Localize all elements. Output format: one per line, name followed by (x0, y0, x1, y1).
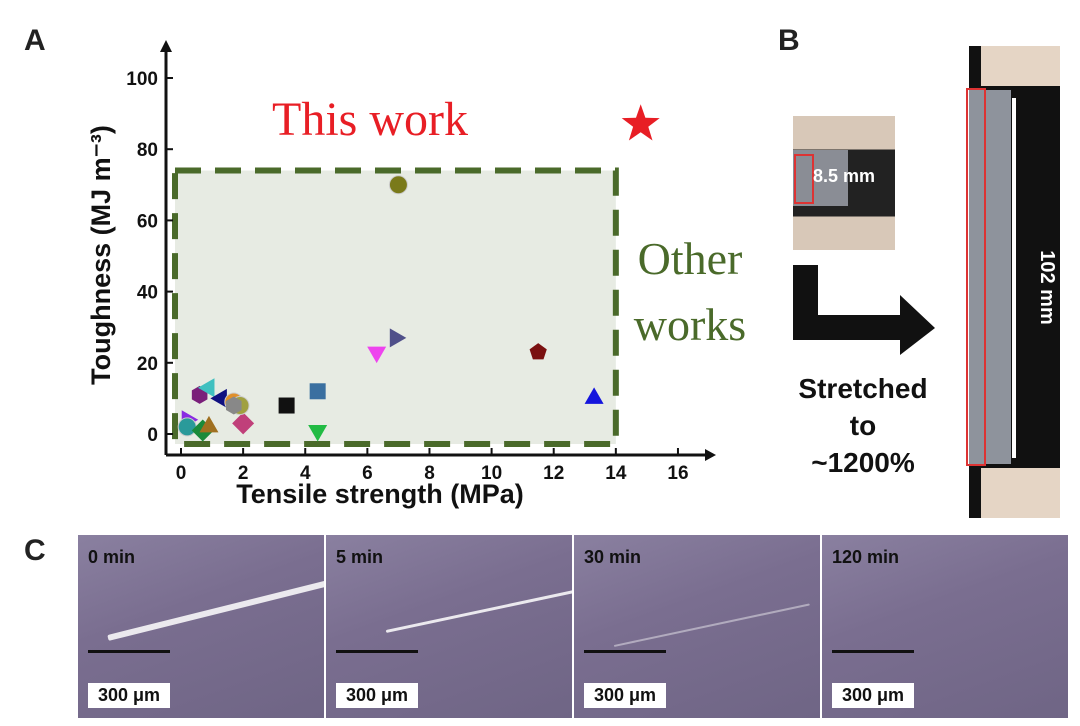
scale-bar (88, 650, 170, 653)
data-point (177, 417, 197, 437)
y-tick-label: 80 (137, 140, 158, 161)
scale-label: 300 μm (832, 683, 915, 708)
y-axis-arrow (160, 40, 172, 52)
data-point (226, 396, 242, 415)
x-tick-label: 16 (667, 463, 688, 484)
x-axis-arrow (705, 449, 716, 461)
caption-line: ~1200% (811, 447, 915, 478)
y-tick-label: 100 (126, 69, 158, 90)
stretched-sample-photo: 102 mm (966, 46, 1060, 518)
time-label: 5 min (336, 547, 384, 567)
scale-bar (336, 650, 418, 653)
scale-label: 300 μm (584, 683, 667, 708)
y-axis-label: Toughness (MJ m⁻³) (86, 125, 116, 385)
data-point (388, 175, 408, 195)
length-arrow (1012, 98, 1016, 458)
data-point (584, 387, 604, 404)
scatter-chart: 0 2 4 6 8 10 12 14 16 0 20 40 60 80 100 This work Othe… (86, 40, 746, 509)
y-tick-label: 0 (147, 425, 158, 446)
scale-bar (584, 650, 666, 653)
data-point (278, 397, 295, 414)
y-tick-label: 20 (137, 354, 158, 375)
data-point (210, 388, 227, 408)
data-point (232, 412, 255, 435)
this-work-star-icon (621, 104, 660, 141)
caption-line: to (849, 410, 877, 441)
sample-highlight (966, 88, 986, 466)
x-tick-label: 0 (176, 463, 187, 484)
scale-label: 300 μm (336, 683, 419, 708)
sample-highlight (794, 154, 814, 204)
data-marks (177, 104, 660, 442)
panel-label-b: B (778, 24, 800, 57)
panel-label-a: A (24, 24, 46, 57)
x-tick-label: 10 (481, 463, 502, 484)
data-point (529, 343, 547, 360)
y-tick-label: 40 (137, 283, 158, 304)
data-point (309, 383, 326, 400)
scale-bar (832, 650, 914, 653)
caption-line: Stretched (798, 373, 928, 404)
stretch-caption: Stretched to ~1200% (778, 370, 948, 481)
stretched-length-label: 102 mm (1035, 250, 1058, 325)
data-point (199, 415, 219, 433)
time-label: 30 min (584, 547, 642, 567)
axes: 0 2 4 6 8 10 12 14 16 0 20 40 60 80 100 (126, 40, 716, 484)
y-tick-label: 60 (137, 211, 158, 232)
panel-label-c: C (24, 534, 46, 567)
scale-label: 300 μm (88, 683, 171, 708)
data-point (308, 424, 328, 442)
micrograph-2: 30 min 300 μm (574, 535, 820, 718)
original-length-label: 8.5 mm (813, 166, 876, 186)
time-label: 120 min (832, 547, 900, 567)
x-tick-label: 8 (424, 463, 435, 484)
other-works-label-2: works (634, 299, 746, 350)
micrograph-1: 5 min 300 μm (326, 535, 572, 718)
x-tick-label: 4 (300, 463, 311, 484)
micrograph-0: 0 min 300 μm (78, 535, 324, 718)
data-point (367, 346, 387, 364)
x-tick-label: 14 (605, 463, 627, 484)
arrow-icon (793, 265, 935, 355)
unstretched-sample-photo: 8.5 mm (793, 116, 895, 250)
x-tick-label: 12 (543, 463, 564, 484)
this-work-label: This work (272, 93, 468, 146)
x-tick-label: 6 (362, 463, 373, 484)
other-works-region (172, 167, 619, 447)
time-label: 0 min (88, 547, 136, 567)
micrograph-3: 120 min 300 μm (822, 535, 1068, 718)
data-point (389, 328, 407, 348)
x-axis-label: Tensile strength (MPa) (236, 479, 524, 509)
other-works-label-1: Other (638, 233, 743, 284)
data-point (197, 378, 215, 398)
x-tick-label: 2 (238, 463, 249, 484)
